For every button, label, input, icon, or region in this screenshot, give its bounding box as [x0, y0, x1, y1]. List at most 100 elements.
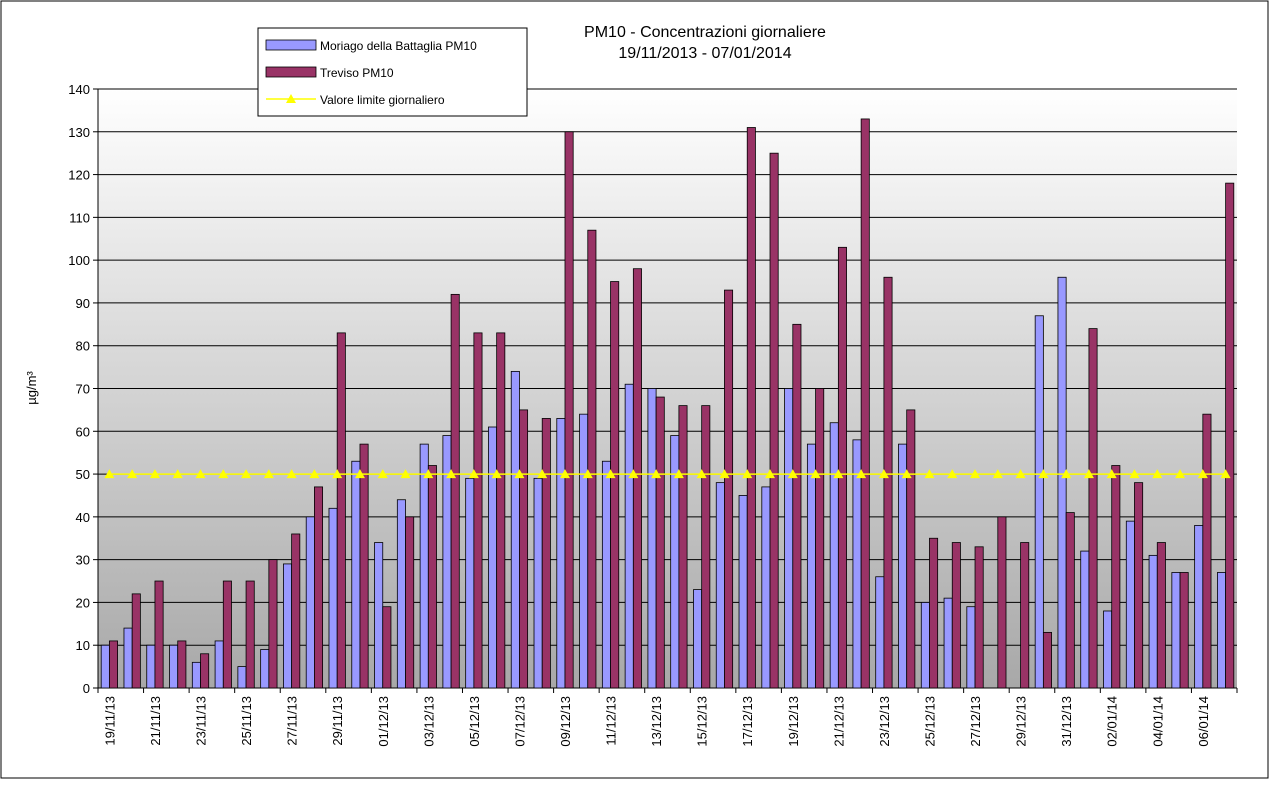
y-tick-label: 90 — [76, 296, 90, 311]
bar — [806, 443, 816, 689]
limit-marker — [1175, 469, 1186, 479]
bar — [920, 602, 930, 689]
x-tick-label: 09/12/13 — [558, 696, 573, 747]
bar — [123, 627, 133, 689]
chart-title: PM10 - Concentrazioni giornaliere — [584, 24, 826, 41]
bar — [533, 477, 543, 689]
bar — [1225, 182, 1235, 689]
bar — [154, 580, 164, 689]
y-tick-label: 110 — [69, 210, 90, 225]
limit-marker — [651, 469, 662, 479]
bar — [374, 542, 384, 689]
x-tick-label: 07/12/13 — [512, 696, 527, 747]
bar — [815, 388, 825, 689]
bar — [678, 405, 688, 689]
x-tick-label: 27/12/13 — [968, 696, 983, 747]
y-tick-label: 10 — [76, 638, 90, 653]
bar — [875, 576, 885, 689]
limit-marker — [856, 469, 867, 479]
bar — [237, 666, 247, 689]
limit-marker — [172, 469, 183, 479]
bar — [146, 644, 156, 689]
limit-marker — [104, 469, 115, 479]
bar — [564, 131, 574, 689]
limit-marker — [765, 469, 776, 479]
limit-marker — [400, 469, 411, 479]
limit-marker — [719, 469, 730, 479]
limit-marker — [673, 469, 684, 479]
limit-marker — [1061, 469, 1072, 479]
x-tick-label: 11/12/13 — [604, 696, 619, 746]
y-tick-label: 40 — [76, 510, 90, 525]
bar — [1194, 525, 1204, 689]
bar — [177, 640, 187, 689]
x-tick-label: 02/01/14 — [1105, 696, 1120, 747]
bar — [906, 409, 916, 689]
bar — [382, 606, 392, 689]
bar — [1057, 276, 1067, 689]
limit-marker — [1129, 469, 1140, 479]
y-tick-label: 70 — [76, 382, 90, 397]
bar — [131, 593, 141, 689]
bar — [1034, 315, 1044, 689]
bar — [191, 661, 201, 689]
bar — [245, 580, 255, 689]
bar — [450, 293, 460, 689]
bar — [829, 422, 839, 689]
limit-marker — [992, 469, 1003, 479]
bar — [579, 413, 589, 689]
x-tick-label: 06/01/14 — [1196, 696, 1211, 747]
limit-marker — [1152, 469, 1163, 479]
bar — [1217, 572, 1227, 689]
legend-label: Valore limite giornaliero — [320, 93, 445, 107]
bar — [465, 477, 475, 689]
x-tick-label: 01/12/13 — [376, 696, 391, 747]
x-tick-label: 25/11/13 — [239, 696, 254, 746]
limit-marker — [878, 469, 889, 479]
bar — [314, 486, 324, 689]
bar — [943, 597, 953, 689]
x-tick-label: 13/12/13 — [649, 696, 664, 747]
limit-marker — [947, 469, 958, 479]
x-tick-label: 25/12/13 — [922, 696, 937, 747]
x-tick-label: 21/12/13 — [831, 696, 846, 747]
limit-marker — [354, 469, 365, 479]
limit-marker — [286, 469, 297, 479]
y-tick-label: 60 — [76, 424, 90, 439]
bar — [1020, 542, 1030, 689]
bar — [1179, 572, 1189, 689]
bar — [1103, 610, 1113, 689]
limit-marker — [514, 469, 525, 479]
bar — [997, 516, 1007, 689]
legend-swatch — [265, 39, 317, 51]
bar — [883, 276, 893, 689]
bar — [1156, 542, 1166, 689]
limit-marker — [195, 469, 206, 479]
bar — [898, 443, 908, 689]
limit-marker — [1083, 469, 1094, 479]
x-tick-label: 04/01/14 — [1150, 696, 1165, 747]
bar — [427, 465, 437, 689]
x-tick-label: 17/12/13 — [740, 696, 755, 747]
x-tick-label: 03/12/13 — [421, 696, 436, 747]
limit-marker — [423, 469, 434, 479]
bar — [929, 537, 939, 689]
y-tick-label: 50 — [76, 467, 90, 482]
limit-marker — [582, 469, 593, 479]
bar — [359, 443, 369, 689]
limit-marker — [263, 469, 274, 479]
bar — [496, 332, 506, 689]
limit-marker — [605, 469, 616, 479]
bar — [1042, 631, 1052, 689]
limit-marker — [1220, 469, 1231, 479]
limit-marker — [628, 469, 639, 479]
limit-marker — [149, 469, 160, 479]
bar — [601, 460, 611, 689]
bar — [336, 332, 346, 689]
bar — [701, 405, 711, 689]
y-tick-label: 140 — [68, 82, 90, 97]
bar — [268, 559, 278, 689]
bar — [1148, 554, 1158, 689]
legend-label: Moriago della Battaglia PM10 — [320, 39, 477, 53]
